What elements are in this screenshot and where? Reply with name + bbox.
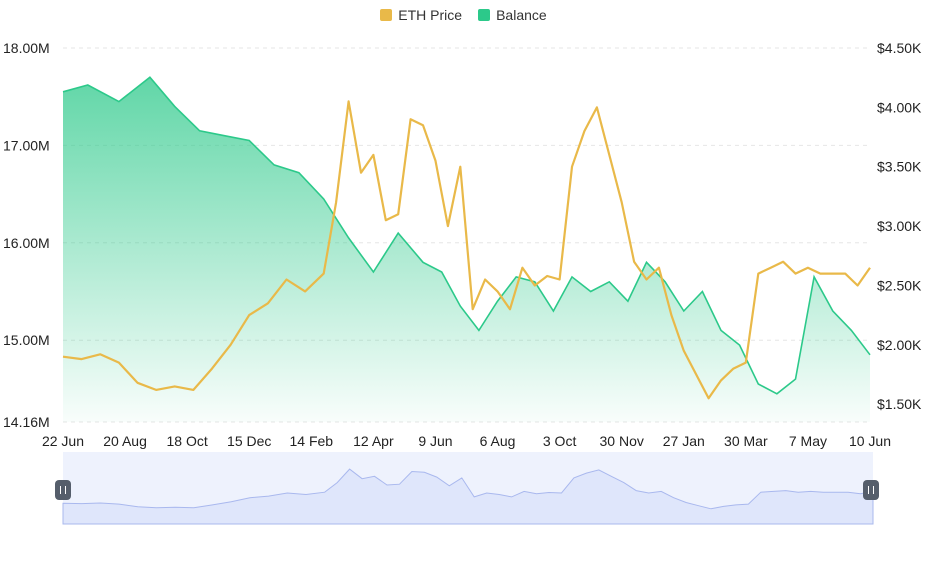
x-tick-label: 14 Feb xyxy=(290,433,334,449)
left-tick-label: 15.00M xyxy=(3,332,50,348)
x-tick-label: 10 Jun xyxy=(849,433,891,449)
legend-item-balance[interactable]: Balance xyxy=(478,7,547,23)
right-axis-ticks: $4.50K $4.00K $3.50K $3.00K $2.50K $2.00K $1.5… xyxy=(877,40,922,412)
balance-area xyxy=(63,77,870,422)
x-axis-ticks: 22 Jun 20 Aug 18 Oct 15 Dec 14 Feb 12 Apr 9 Ju… xyxy=(42,433,891,449)
x-tick-label: 12 Apr xyxy=(353,433,394,449)
legend-swatch-balance xyxy=(478,9,491,21)
x-tick-label: 9 Jun xyxy=(418,433,452,449)
chart-legend: ETH Price Balance xyxy=(0,7,927,23)
right-tick-label: $1.50K xyxy=(877,396,922,412)
x-tick-label: 20 Aug xyxy=(103,433,147,449)
range-navigator[interactable] xyxy=(62,452,874,525)
x-tick-label: 27 Jan xyxy=(663,433,705,449)
navigator-right-handle[interactable] xyxy=(863,480,879,500)
eth-price-line xyxy=(62,100,871,400)
left-tick-label: 17.00M xyxy=(3,137,50,153)
left-tick-label: 16.00M xyxy=(3,235,50,251)
x-tick-label: 15 Dec xyxy=(227,433,271,449)
navigator-eth-area xyxy=(62,468,874,525)
right-tick-label: $2.50K xyxy=(877,277,922,293)
x-tick-label: 30 Nov xyxy=(600,433,644,449)
series-group xyxy=(62,76,871,422)
navigator-left-handle[interactable] xyxy=(55,480,71,500)
left-tick-label: 14.16M xyxy=(3,414,50,430)
legend-label-eth-price: ETH Price xyxy=(398,7,463,23)
x-tick-label: 22 Jun xyxy=(42,433,84,449)
x-tick-label: 18 Oct xyxy=(167,433,208,449)
right-tick-label: $4.00K xyxy=(877,99,922,115)
x-tick-label: 7 May xyxy=(789,433,827,449)
x-tick-label: 30 Mar xyxy=(724,433,768,449)
legend-label-balance: Balance xyxy=(496,7,547,23)
balance-line xyxy=(62,76,871,395)
right-tick-label: $4.50K xyxy=(877,40,922,56)
x-tick-label: 3 Oct xyxy=(543,433,577,449)
x-tick-label: 6 Aug xyxy=(480,433,516,449)
right-tick-label: $3.50K xyxy=(877,159,922,175)
legend-swatch-eth-price xyxy=(380,9,393,21)
right-tick-label: $3.00K xyxy=(877,218,922,234)
left-axis-ticks: 18.00M 17.00M 16.00M 15.00M 14.16M xyxy=(3,40,50,430)
left-tick-label: 18.00M xyxy=(3,40,50,56)
legend-item-eth-price[interactable]: ETH Price xyxy=(380,7,462,23)
right-tick-label: $2.00K xyxy=(877,337,922,353)
